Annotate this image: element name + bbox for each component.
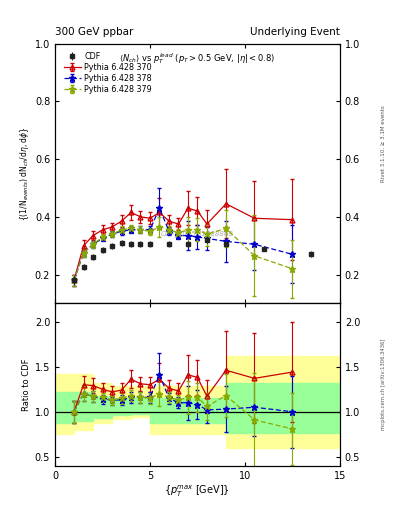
Y-axis label: Ratio to CDF: Ratio to CDF (22, 358, 31, 411)
X-axis label: $\{p_T^{max}$ [GeV]$\}$: $\{p_T^{max}$ [GeV]$\}$ (165, 483, 230, 499)
Text: Rivet 3.1.10, ≥ 3.1M events: Rivet 3.1.10, ≥ 3.1M events (381, 105, 386, 182)
Legend: CDF, Pythia 6.428 370, Pythia 6.428 378, Pythia 6.428 379: CDF, Pythia 6.428 370, Pythia 6.428 378,… (62, 50, 154, 95)
Text: $\langle N_{ch}\rangle$ vs $p_T^{lead}$ ($p_T > 0.5$ GeV, $|\eta| < 0.8$): $\langle N_{ch}\rangle$ vs $p_T^{lead}$ … (119, 51, 275, 66)
Text: mcplots.cern.ch [arXiv:1306.3436]: mcplots.cern.ch [arXiv:1306.3436] (381, 338, 386, 430)
Y-axis label: {(1/N$_{events}$) dN$_{ch}$/d$\eta$, d$\phi$}: {(1/N$_{events}$) dN$_{ch}$/d$\eta$, d$\… (18, 126, 31, 221)
Text: 300 GeV ppbar: 300 GeV ppbar (55, 27, 133, 37)
Text: Underlying Event: Underlying Event (250, 27, 340, 37)
Text: CDF_2015_I1388868: CDF_2015_I1388868 (161, 230, 234, 237)
